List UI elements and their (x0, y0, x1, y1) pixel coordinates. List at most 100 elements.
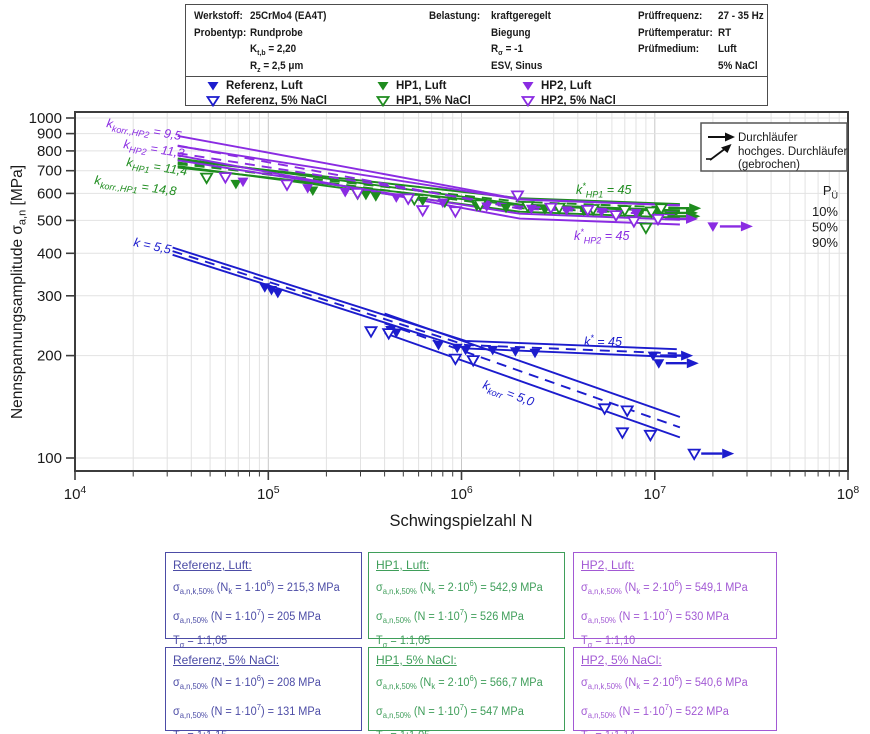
header-value: 25CrMo4 (EA4T) (250, 10, 327, 22)
y-tick-label: 300 (37, 288, 62, 305)
triangle-down-marker-icon (376, 96, 390, 107)
result-line: Tσ = 1:1,05 (376, 635, 431, 650)
series-points-4 (237, 177, 753, 232)
header-value: Rσ = -1 (491, 43, 523, 58)
result-line: σa,n,50% (N = 1·107) = 205 MPa (173, 607, 321, 625)
triangle-down-marker-icon (522, 82, 534, 91)
probability-labels: PÜ 10%50%90% (812, 183, 838, 250)
result-box-title: HP2, Luft: (581, 558, 635, 572)
legend-item-hp1-luft: HP1, Luft (376, 80, 446, 92)
triangle-down-marker-icon (377, 82, 389, 91)
header-value: RT (718, 26, 732, 39)
result-line: Tσ = 1:1,14 (581, 726, 760, 734)
result-box-referenz-luft-: Referenz, Luft: σa,n,k,50% (Nk = 1·106) =… (165, 552, 362, 650)
runout-arrow-icon (708, 132, 735, 142)
header-value: Kt,b = 2,20 (250, 43, 297, 58)
svg-text:90%: 90% (812, 235, 838, 250)
y-tick-label: 200 (37, 348, 62, 365)
legend-item-referenz-5-nacl: Referenz, 5% NaCl (206, 95, 327, 107)
result-box-title: HP1, Luft: (376, 558, 430, 572)
header-value: Luft (718, 43, 737, 55)
runout-legend: Durchläufer hochges. Durchläufer(gebroche… (700, 122, 848, 172)
result-line: σa,n,50% (N = 1·107) = 131 MPa (173, 702, 321, 720)
header-value: 27 - 35 Hz (718, 10, 764, 22)
x-tick-label: 108 (837, 484, 860, 503)
broken-runout-arrow-icon (706, 144, 732, 161)
result-line: σa,n,k,50% (Nk = 1·106) = 215,3 MPa (173, 579, 340, 597)
result-line: Tσ = 1:1,05 (376, 726, 548, 734)
y-axis-title: Nennspannungsamplitude σa,n [MPa] (9, 165, 29, 419)
result-line: σa,n,k,50% (Nk = 2·106) = 540,6 MPa (581, 674, 748, 692)
header-label: Prüffrequenz: (638, 10, 703, 22)
result-line: σa,n,50% (N = 1·107) = 547 MPa (376, 702, 524, 720)
svg-text:PÜ: PÜ (823, 183, 838, 201)
header-label: Probentyp: (194, 26, 247, 39)
triangle-down-marker-icon (206, 96, 220, 107)
result-line: σa,n,50% (N = 1·107) = 522 MPa (581, 702, 729, 720)
grid (75, 112, 848, 471)
svg-text:Durchläufer: Durchläufer (738, 132, 798, 144)
y-tick-label: 800 (37, 143, 62, 160)
series-points-1 (363, 326, 735, 461)
svg-text:k* = 45: k* = 45 (584, 333, 622, 349)
svg-text:10%: 10% (812, 204, 838, 219)
svg-text:k*HP2 = 45: k*HP2 = 45 (574, 227, 629, 246)
header-value: Rundprobe (250, 26, 303, 39)
result-box-hp1-luft-: HP1, Luft: σa,n,k,50% (Nk = 2·106) = 542,… (368, 552, 565, 650)
header-value: 5% NaCl (718, 59, 758, 72)
result-box-hp2-luft-: HP2, Luft: σa,n,k,50% (Nk = 2·106) = 549,… (573, 552, 777, 650)
header-value: Rz = 2,5 μm (250, 59, 304, 74)
result-box-title: HP1, 5% NaCl: (376, 653, 457, 667)
triangle-down-marker-icon (521, 96, 535, 107)
result-line: σa,n,k,50% (Nk = 2·106) = 549,1 MPa (581, 579, 748, 597)
result-line: Tσ = 1:1,05 (173, 635, 228, 650)
legend-item-hp2-luft: HP2, Luft (521, 80, 591, 92)
header-divider (186, 76, 767, 77)
result-box-referenz-5-nacl-: Referenz, 5% NaCl: σa,n,50% (N = 1·106) =… (165, 647, 362, 734)
triangle-down-marker-icon (207, 82, 219, 91)
legend-item-referenz-luft: Referenz, Luft (206, 80, 303, 92)
header-value: ESV, Sinus (491, 59, 543, 72)
series-points-5 (218, 172, 698, 229)
result-line: σa,n,50% (N = 1·107) = 526 MPa (376, 607, 524, 625)
y-tick-label: 900 (37, 126, 62, 143)
svg-text:50%: 50% (812, 220, 838, 235)
svg-text:k*HP1 = 45: k*HP1 = 45 (576, 181, 631, 200)
legend-item-hp2-5-nacl: HP2, 5% NaCl (521, 95, 616, 107)
legend-item-hp1-5-nacl: HP1, 5% NaCl (376, 95, 471, 107)
y-tick-label: 500 (37, 212, 62, 229)
x-tick-label: 105 (257, 484, 280, 503)
result-line: σa,n,k,50% (Nk = 2·106) = 566,7 MPa (376, 674, 543, 692)
svg-text:kkorr.,HP2 = 9,5: kkorr.,HP2 = 9,5 (105, 116, 182, 145)
svg-text:kHP1 = 11,4: kHP1 = 11,4 (125, 155, 188, 181)
header-value: Biegung (491, 26, 531, 39)
y-tick-label: 400 (37, 245, 62, 262)
result-line: σa,n,50% (N = 1·107) = 530 MPa (581, 607, 729, 625)
result-line: Tσ = 1:1,10 (581, 635, 636, 650)
result-box-title: HP2, 5% NaCl: (581, 653, 662, 667)
header-label: Prüftemperatur: (638, 26, 713, 39)
result-line: Tσ = 1:1,15 (173, 726, 345, 734)
result-box-hp1-5-nacl-: HP1, 5% NaCl: σa,n,k,50% (Nk = 2·106) = 5… (368, 647, 565, 734)
header-label: Werkstoff: (194, 10, 243, 22)
result-box-hp2-5-nacl-: HP2, 5% NaCl: σa,n,k,50% (Nk = 2·106) = 5… (573, 647, 777, 734)
x-tick-label: 104 (64, 484, 87, 503)
result-box-title: Referenz, Luft: (173, 558, 252, 572)
header-value: kraftgeregelt (491, 10, 551, 22)
result-line: σa,n,50% (N = 1·106) = 208 MPa (173, 674, 321, 692)
result-line: σa,n,k,50% (Nk = 2·106) = 542,9 MPa (376, 579, 543, 597)
test-parameters-box: Referenz, Luft Referenz, 5% NaCl HP1, Lu… (185, 4, 768, 107)
x-axis-title: Schwingspielzahl N (389, 512, 532, 530)
svg-text:(gebrochen): (gebrochen) (738, 159, 800, 171)
series-lines-5 (177, 134, 680, 226)
header-label: Prüfmedium: (638, 43, 700, 55)
y-tick-label: 1000 (29, 110, 62, 127)
svg-text:hochges. Durchläufer: hochges. Durchläufer (738, 146, 847, 158)
x-tick-label: 106 (450, 484, 473, 503)
result-box-title: Referenz, 5% NaCl: (173, 653, 280, 667)
y-tick-label: 600 (37, 185, 62, 202)
header-label: Belastung: (429, 10, 481, 22)
